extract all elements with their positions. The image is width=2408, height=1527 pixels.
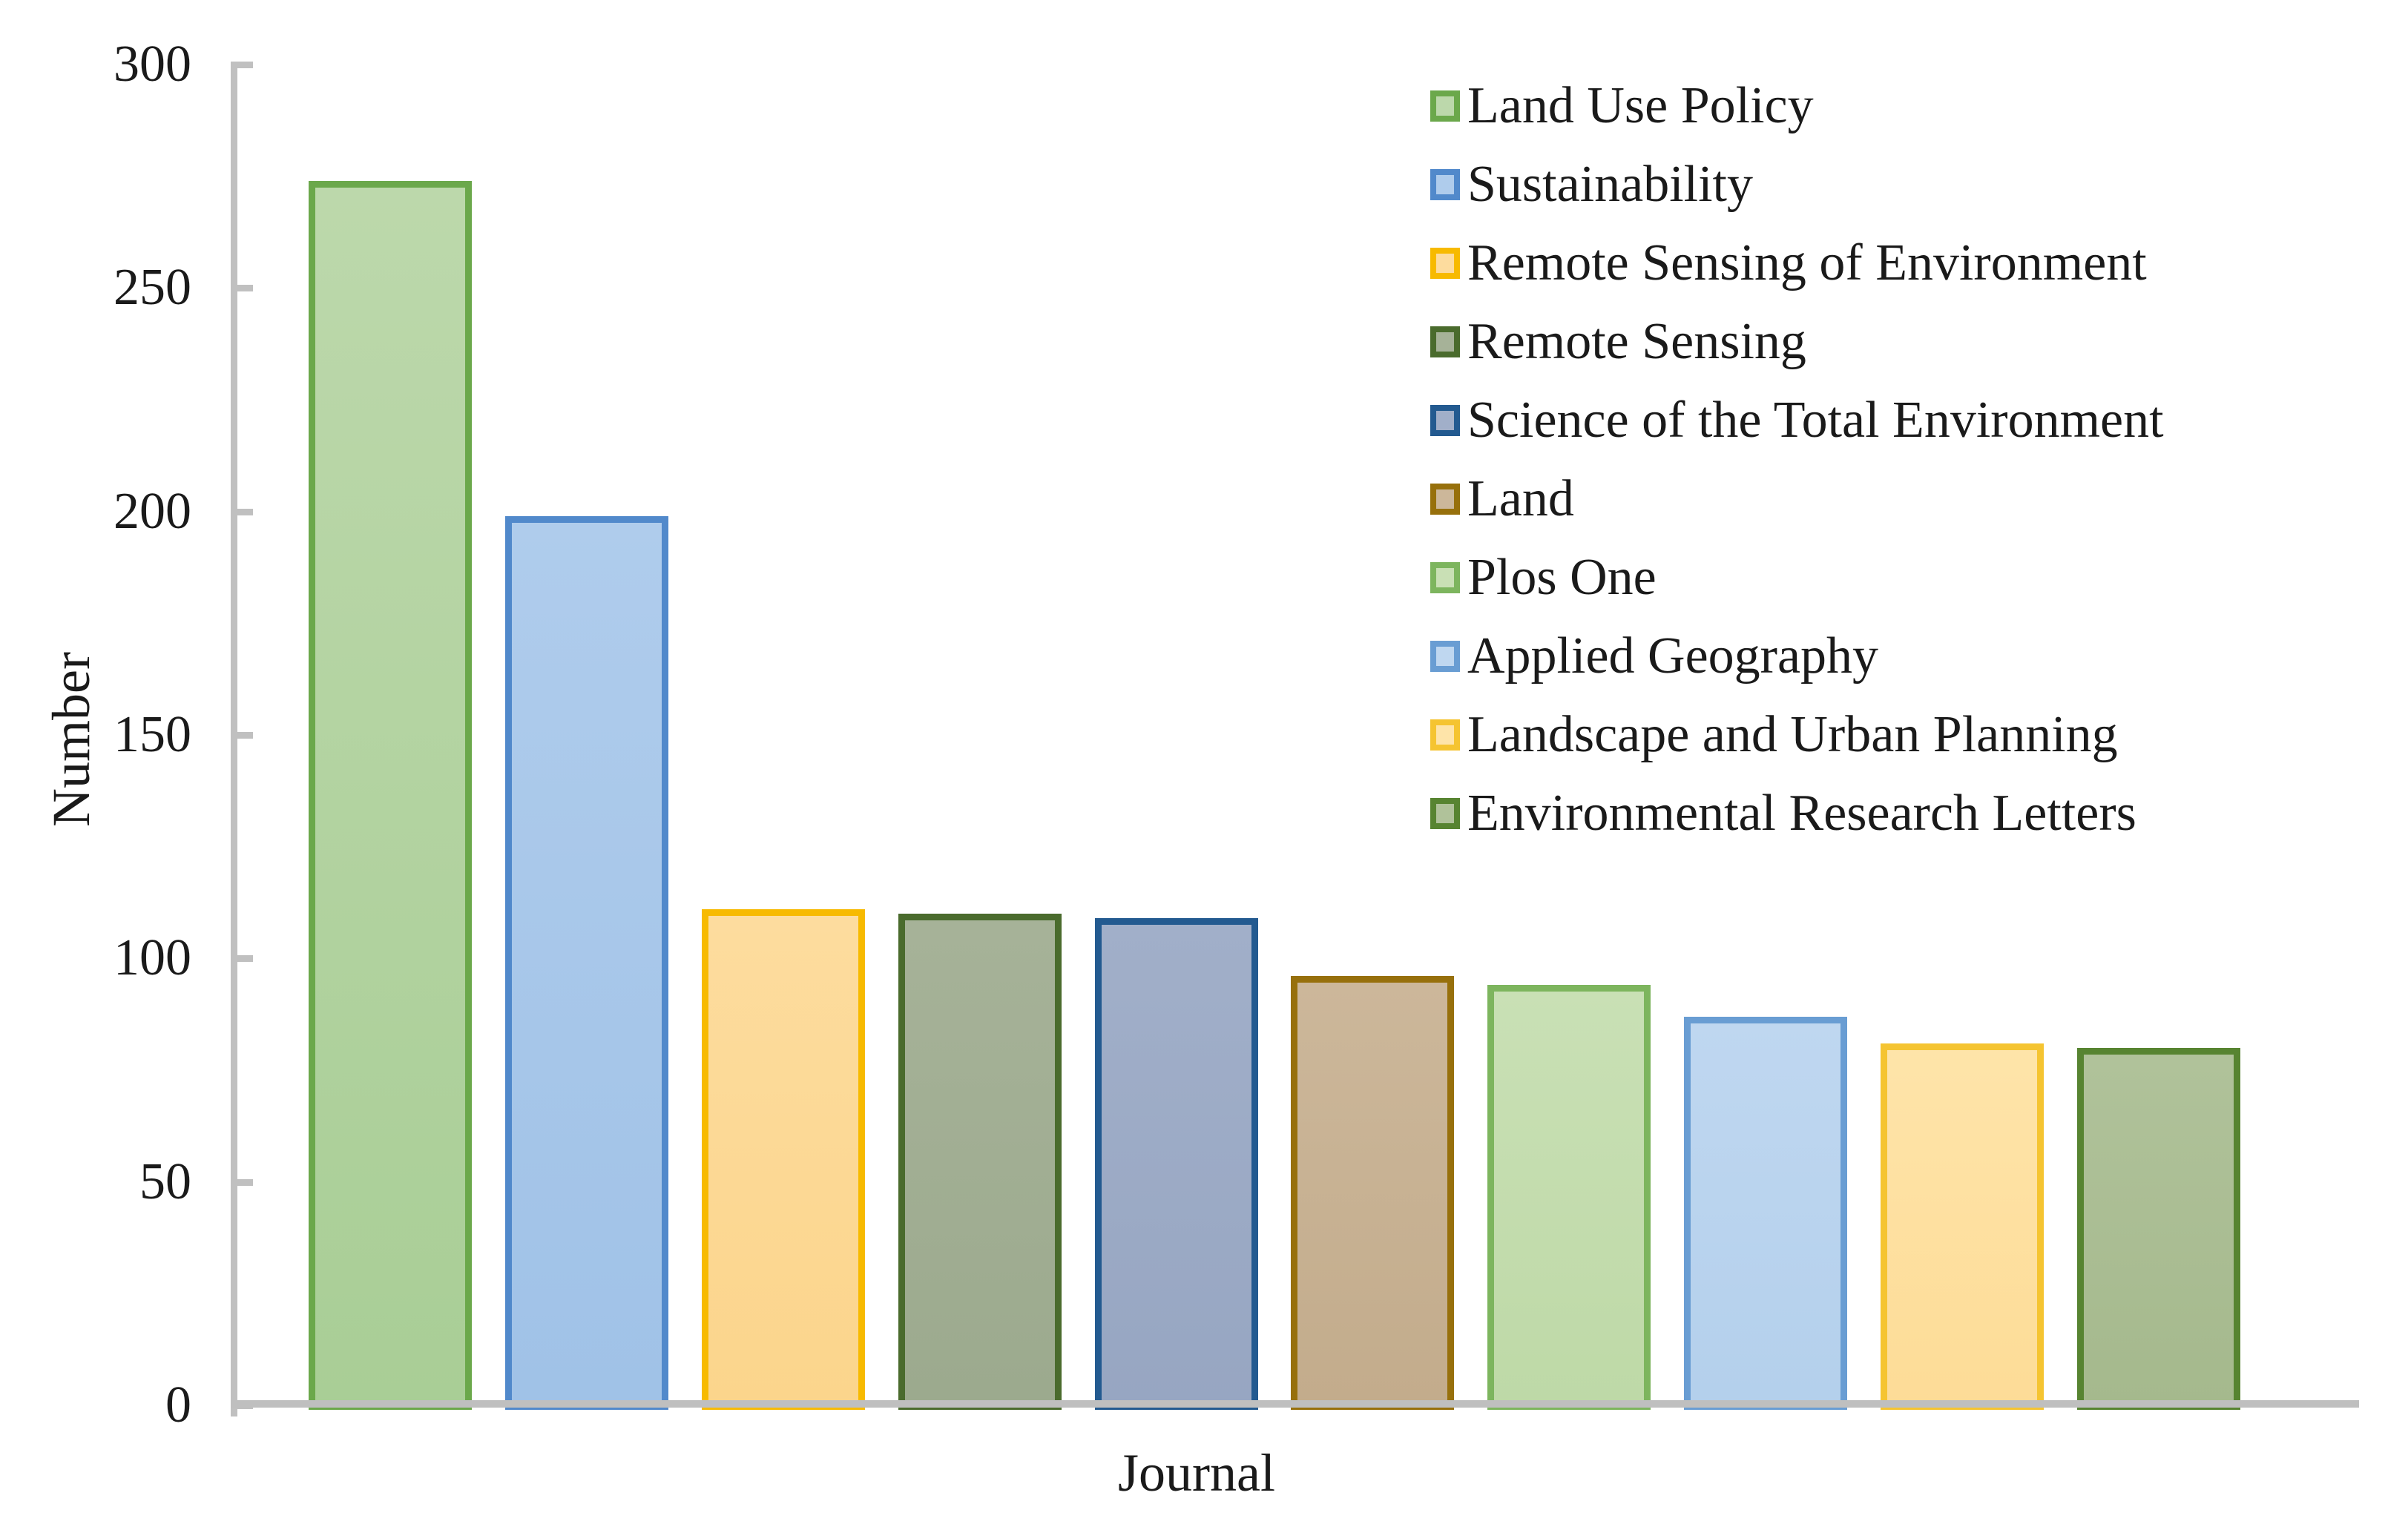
- legend-swatch-land-use-policy-icon: [1430, 90, 1460, 122]
- legend-label-remote-sensing: Remote Sensing: [1467, 313, 1806, 370]
- legend-label-sustainability: Sustainability: [1467, 156, 1753, 213]
- bar-remote-sensing-of-environment: [701, 909, 865, 1410]
- legend-item-plos-one: Plos One: [1430, 538, 2164, 617]
- legend-item-landscape-and-urban-planning: Landscape and Urban Planning: [1430, 696, 2164, 774]
- y-tick-150: [237, 731, 253, 739]
- y-tick-100: [237, 955, 253, 963]
- bar-remote-sensing: [898, 914, 1062, 1410]
- y-tick-50: [237, 1178, 253, 1186]
- bar-science-of-the-total-environment: [1094, 918, 1258, 1410]
- legend-swatch-sustainability-icon: [1430, 169, 1460, 200]
- legend-swatch-environmental-research-letters-icon: [1430, 798, 1460, 829]
- legend-label-land-use-policy: Land Use Policy: [1467, 77, 1814, 134]
- legend-swatch-remote-sensing-icon: [1430, 326, 1460, 357]
- legend-label-applied-geography: Applied Geography: [1467, 627, 1879, 685]
- y-tick-300: [237, 61, 253, 68]
- bar-sustainability: [504, 516, 668, 1410]
- bar-land-use-policy: [309, 181, 472, 1410]
- bar-landscape-and-urban-planning: [1881, 1043, 2044, 1410]
- y-tick-label-300: 300: [114, 35, 191, 93]
- legend-item-science-of-the-total-environment: Science of the Total Environment: [1430, 381, 2164, 460]
- legend-swatch-landscape-and-urban-planning-icon: [1430, 719, 1460, 751]
- y-tick-label-50: 50: [139, 1152, 191, 1210]
- bars-group: [309, 62, 2240, 1410]
- y-tick-label-100: 100: [114, 929, 191, 987]
- legend-swatch-science-of-the-total-environment-icon: [1430, 405, 1460, 436]
- y-tick-label-0: 0: [165, 1376, 191, 1434]
- legend-item-land: Land: [1430, 460, 2164, 538]
- bar-environmental-research-letters: [2076, 1048, 2240, 1410]
- y-tick-label-250: 250: [114, 259, 191, 317]
- legend-item-sustainability: Sustainability: [1430, 145, 2164, 224]
- bar-applied-geography: [1684, 1017, 1848, 1410]
- x-axis-line: [231, 1400, 2359, 1408]
- y-tick-label-150: 150: [114, 705, 191, 763]
- x-axis-title: Journal: [1118, 1443, 1275, 1503]
- legend: Land Use Policy Sustainability Remote Sens…: [1430, 67, 2164, 853]
- legend-swatch-applied-geography-icon: [1430, 641, 1460, 672]
- legend-item-remote-sensing: Remote Sensing: [1430, 303, 2164, 381]
- legend-label-environmental-research-letters: Environmental Research Letters: [1467, 785, 2136, 842]
- legend-label-remote-sensing-of-environment: Remote Sensing of Environment: [1467, 234, 2147, 291]
- bar-plos-one: [1487, 985, 1651, 1410]
- y-axis-title: Number: [42, 652, 101, 827]
- legend-label-plos-one: Plos One: [1467, 549, 1657, 606]
- legend-item-environmental-research-letters: Environmental Research Letters: [1430, 774, 2164, 853]
- bar-land: [1291, 976, 1455, 1410]
- legend-label-land: Land: [1467, 470, 1574, 527]
- legend-swatch-land-icon: [1430, 484, 1460, 515]
- legend-item-land-use-policy: Land Use Policy: [1430, 67, 2164, 145]
- y-axis-line: [231, 62, 237, 1416]
- legend-swatch-remote-sensing-of-environment-icon: [1430, 248, 1460, 279]
- y-tick-250: [237, 285, 253, 292]
- legend-swatch-plos-one-icon: [1430, 562, 1460, 593]
- y-tick-label-200: 200: [114, 482, 191, 540]
- legend-item-remote-sensing-of-environment: Remote Sensing of Environment: [1430, 224, 2164, 303]
- legend-label-science-of-the-total-environment: Science of the Total Environment: [1467, 392, 2164, 449]
- legend-label-landscape-and-urban-planning: Landscape and Urban Planning: [1467, 706, 2118, 763]
- y-tick-200: [237, 508, 253, 515]
- legend-item-applied-geography: Applied Geography: [1430, 617, 2164, 696]
